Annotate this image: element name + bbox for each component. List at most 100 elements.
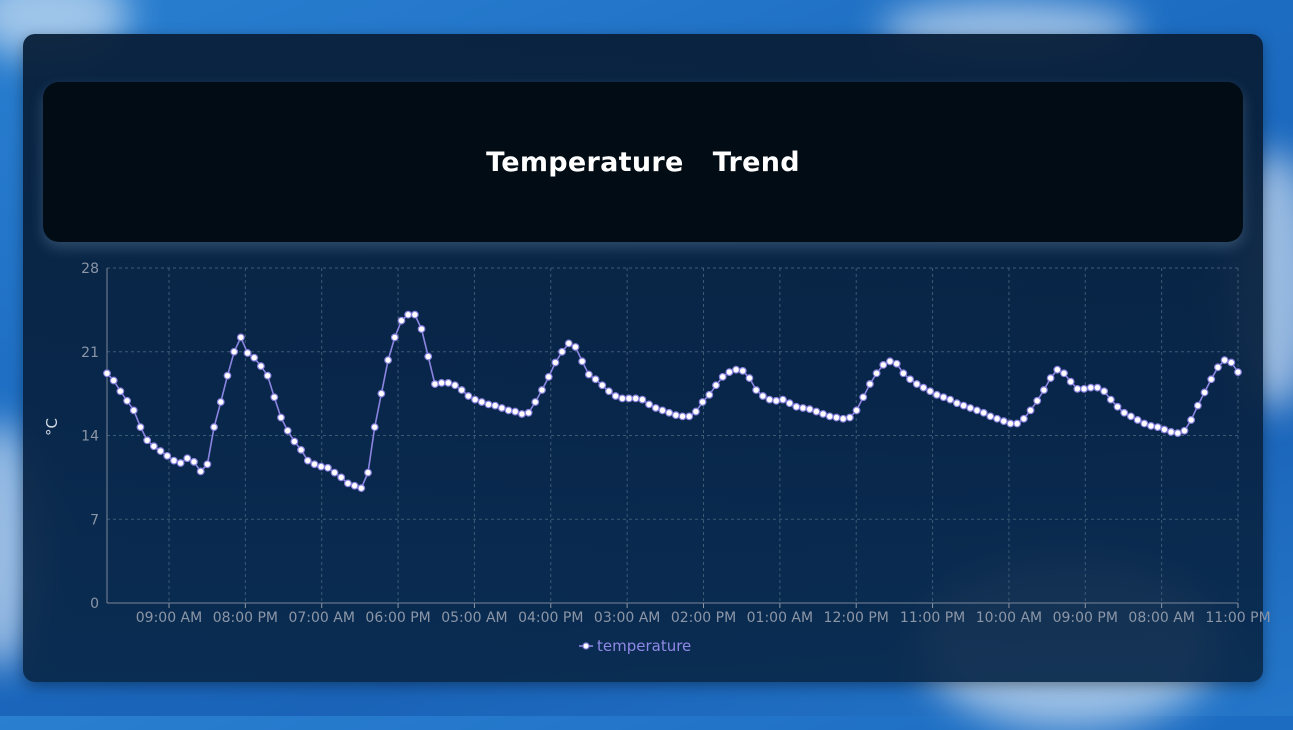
temperature-point (497, 404, 506, 412)
temperature-point (591, 375, 600, 384)
temperature-point (1180, 426, 1189, 435)
temperature-point (973, 406, 981, 415)
temperature-point (484, 400, 493, 409)
temperature-point (611, 392, 620, 400)
temperature-point (584, 370, 593, 379)
temperature-point (832, 413, 841, 422)
temperature-point (344, 479, 352, 488)
temperature-point (745, 374, 754, 382)
legend-marker-swatch (582, 642, 590, 650)
temperature-point (364, 468, 372, 477)
temperature-point (1120, 408, 1129, 417)
temperature-point (544, 372, 553, 381)
temperature-point (1019, 414, 1028, 423)
temperature-point (825, 412, 834, 421)
temperature-point (511, 407, 520, 416)
temperature-point (1046, 374, 1055, 382)
temperature-point (303, 456, 312, 465)
temperature-point (277, 413, 285, 422)
temperature-point (999, 417, 1008, 426)
x-tick-label: 09:00 PM (1053, 610, 1118, 626)
temperature-point (457, 386, 466, 394)
temperature-point (1173, 429, 1182, 438)
temperature-point (263, 371, 272, 380)
temperature-point (236, 333, 245, 342)
temperature-point (912, 380, 921, 388)
temperature-point (605, 387, 613, 396)
temperature-point (203, 460, 212, 469)
temperature-point (250, 353, 259, 362)
temperature-point (872, 369, 881, 378)
temperature-point (417, 325, 426, 333)
temperature-point (1200, 388, 1209, 397)
temperature-point (1053, 365, 1062, 374)
temperature-line (106, 313, 1239, 490)
chart-card: Temperature Trend (23, 34, 1263, 682)
legend-label: temperature (597, 637, 691, 655)
temperature-point (1234, 368, 1242, 376)
temperature-point (779, 395, 787, 404)
x-tick-label: 11:00 PM (900, 610, 965, 626)
temperature-point (892, 359, 901, 368)
temperature-point (330, 468, 339, 477)
temperature-point (886, 357, 894, 366)
temperature-point (149, 442, 158, 451)
temperature-point (1227, 358, 1236, 367)
temperature-point (123, 396, 131, 405)
temperature-point (698, 398, 707, 406)
temperature-point (1187, 416, 1196, 424)
temperature-point (103, 369, 111, 378)
temperature-point (1207, 375, 1216, 384)
temperature-point (1086, 383, 1095, 392)
temperature-point (845, 413, 854, 422)
temperature-point (993, 414, 1001, 423)
temperature-point (946, 395, 955, 404)
temperature-point (451, 381, 459, 390)
temperature-point (625, 394, 633, 403)
x-tick-label: 04:00 PM (518, 610, 583, 626)
temperature-point (437, 378, 446, 387)
temperature-point (618, 394, 627, 403)
temperature-point (524, 408, 533, 417)
temperature-point (1026, 406, 1035, 415)
temperature-point (531, 398, 540, 406)
temperature-point (1040, 386, 1048, 394)
temperature-point (283, 426, 292, 435)
temperature-point (852, 406, 861, 415)
temperature-point (471, 395, 479, 404)
temperature-point (410, 310, 419, 319)
temperature-point (879, 361, 888, 369)
temperature-point (926, 387, 935, 396)
temperature-point (953, 399, 961, 408)
temperature-point (1093, 383, 1102, 392)
x-tick-label: 07:00 AM (288, 610, 354, 626)
temperature-point (404, 310, 413, 319)
temperature-point (323, 463, 332, 472)
temperature-point (491, 401, 500, 410)
temperature-point (1160, 425, 1169, 434)
temperature-point (1100, 387, 1109, 396)
temperature-point (631, 394, 640, 403)
temperature-point (1140, 419, 1149, 428)
x-tick-label: 03:00 AM (594, 610, 660, 626)
x-tick-label: 02:00 PM (671, 610, 736, 626)
temperature-point (337, 473, 346, 482)
temperature-point (712, 381, 720, 390)
temperature-point (290, 437, 299, 446)
y-tick-label: 7 (90, 512, 99, 528)
x-tick-label: 12:00 PM (824, 610, 889, 626)
temperature-point (651, 404, 660, 412)
temperature-point (738, 366, 747, 375)
temperature-point (792, 402, 801, 411)
temperature-point (1167, 428, 1175, 436)
y-tick-label: 0 (90, 596, 99, 612)
temperature-point (444, 378, 453, 387)
temperature-point (919, 383, 928, 392)
x-tick-label: 06:00 PM (365, 610, 430, 626)
temperature-point (210, 423, 218, 432)
temperature-point (1220, 356, 1229, 365)
temperature-point (598, 381, 607, 390)
temperature-point (799, 404, 807, 412)
temperature-point (1006, 419, 1015, 428)
temperature-point (377, 389, 386, 398)
